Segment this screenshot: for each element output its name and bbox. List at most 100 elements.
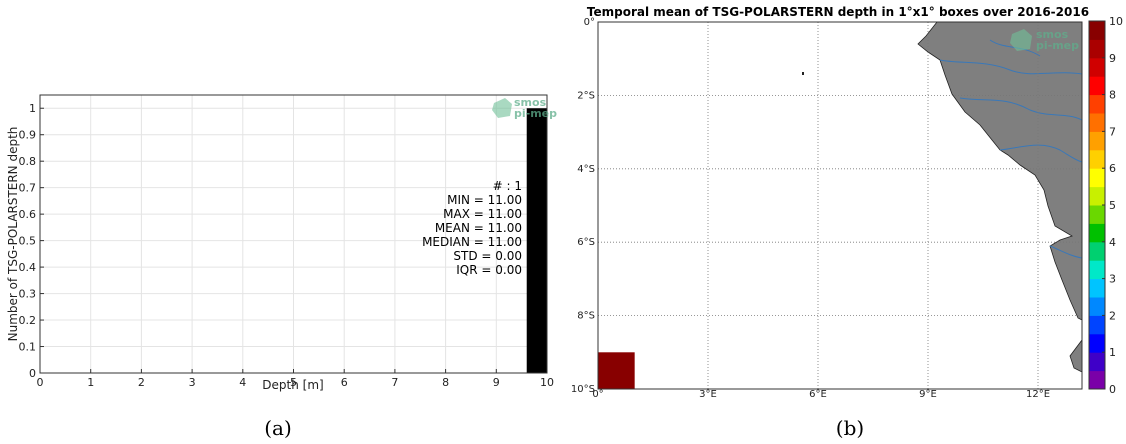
map-watermark: smos pi-mep: [1010, 28, 1079, 52]
latitude-label: 8°S: [577, 311, 595, 322]
colorbar-segment: [1089, 205, 1105, 224]
x-tick-label: 6: [341, 376, 348, 389]
colorbar-tick-label: 6: [1109, 162, 1116, 175]
stat-line: STD = 0.00: [453, 249, 522, 263]
stat-line: # : 1: [493, 179, 522, 193]
watermark-line1: smos: [514, 96, 547, 109]
colorbar-segment: [1089, 370, 1105, 390]
latitude-label: 0°: [584, 17, 595, 28]
latitude-label: 10°S: [571, 384, 595, 395]
colorbar-tick-label: 0: [1109, 383, 1116, 396]
colorbar-tick-label: 10: [1109, 15, 1123, 28]
histogram-bar: [526, 108, 547, 373]
longitude-label: 6°E: [809, 389, 827, 400]
longitude-label: 3°E: [699, 389, 717, 400]
colorbar-tick-label: 9: [1109, 52, 1116, 65]
longitude-label: 9°E: [919, 389, 937, 400]
x-tick-label: 3: [189, 376, 196, 389]
y-tick-label: 0.3: [19, 288, 37, 301]
colorbar-segment: [1089, 94, 1105, 114]
y-tick-label: 0.2: [19, 314, 37, 327]
x-tick-label: 5: [290, 376, 297, 389]
colorbar-segment: [1089, 297, 1105, 316]
colorbar-segment: [1089, 131, 1105, 151]
histogram-y-axis-label: Number of TSG-POLARSTERN depth: [6, 127, 20, 342]
y-tick-label: 0.7: [19, 182, 37, 195]
colorbar-segment: [1089, 168, 1105, 188]
histogram-watermark: smos pi-mep: [492, 96, 557, 120]
colorbar-segment: [1089, 76, 1105, 96]
colorbar-ticks: 0 1 2 3 4 5 6 7 8 9 10: [1102, 15, 1123, 396]
latitude-label: 4°S: [577, 164, 595, 175]
colorbar-segment: [1089, 21, 1105, 40]
x-tick-label: 7: [391, 376, 398, 389]
stat-line: MIN = 11.00: [447, 193, 522, 207]
y-tick-label: 0: [29, 367, 36, 380]
colorbar-segment: [1089, 57, 1105, 77]
longitude-label: 0°: [592, 389, 603, 400]
histogram-x-axis-label: Depth [m]: [262, 378, 323, 392]
map-frame: [597, 21, 1083, 390]
map-cells: [598, 352, 635, 389]
map-panel: Temporal mean of TSG-POLARSTERN depth in…: [571, 5, 1123, 440]
map-title: Temporal mean of TSG-POLARSTERN depth in…: [587, 5, 1089, 19]
colorbar-segment: [1089, 352, 1105, 372]
colorbar-segment: [1089, 260, 1105, 280]
y-tick-label: 0.1: [19, 341, 37, 354]
longitude-label: 12°E: [1026, 389, 1050, 400]
y-tick-label: 0.4: [19, 261, 37, 274]
stat-line: MEAN = 11.00: [435, 221, 522, 235]
colorbar-tick-label: 2: [1109, 309, 1116, 322]
watermark-logo-icon: [492, 98, 512, 118]
colorbar-segment: [1089, 149, 1105, 169]
latitude-label: 6°S: [577, 237, 595, 248]
colorbar-segment: [1089, 241, 1105, 261]
colorbar-tick-label: 1: [1109, 346, 1116, 359]
x-tick-label: 0: [37, 376, 44, 389]
caption-a: (a): [264, 416, 292, 440]
histogram-y-ticks: 0 0.1 0.2 0.3 0.4 0.5 0.6 0.7 0.8 0.9 1: [19, 102, 44, 380]
colorbar-segment: [1089, 333, 1105, 353]
watermark-line1: smos: [1036, 28, 1069, 41]
x-tick-label: 10: [540, 376, 554, 389]
stat-line: MEDIAN = 11.00: [422, 235, 522, 249]
colorbar-tick-label: 3: [1109, 273, 1116, 286]
y-tick-label: 1: [29, 102, 36, 115]
x-tick-label: 4: [239, 376, 246, 389]
colorbar-segment: [1089, 39, 1105, 59]
river-lines: [939, 39, 1083, 259]
caption-b: (b): [836, 416, 864, 440]
y-tick-label: 0.6: [19, 208, 37, 221]
island-mark: [802, 72, 804, 75]
colorbar-segment: [1089, 278, 1105, 298]
histogram-panel: 0 1 2 3 4 5 6 7 8 9 10 0 0.1 0.2 0.3 0.4 0.5 0.6 0.7 0.8 0.…: [6, 94, 557, 440]
colorbar: [1088, 20, 1106, 390]
watermark-line2: pi-mep: [514, 107, 557, 120]
map-y-ticks: 0° 2°S 4°S 6°S 8°S 10°S: [571, 17, 595, 395]
watermark-logo-icon: [1010, 29, 1032, 51]
colorbar-tick-label: 5: [1109, 199, 1116, 212]
land-mass: [917, 21, 1083, 321]
histogram-bars: [526, 108, 547, 373]
colorbar-tick-label: 8: [1109, 89, 1116, 102]
stat-line: MAX = 11.00: [443, 207, 522, 221]
histogram-x-ticks: 0 1 2 3 4 5 6 7 8 9 10: [37, 369, 554, 389]
x-tick-label: 2: [138, 376, 145, 389]
colorbar-tick-label: 4: [1109, 236, 1116, 249]
y-tick-label: 0.5: [19, 235, 37, 248]
colorbar-segment: [1089, 315, 1105, 335]
watermark-line2: pi-mep: [1036, 39, 1079, 52]
stat-line: IQR = 0.00: [456, 263, 522, 277]
colorbar-segment: [1089, 186, 1105, 206]
x-tick-label: 8: [442, 376, 449, 389]
data-box: [598, 352, 635, 389]
map-x-ticks: 0° 3°E 6°E 9°E 12°E: [592, 389, 1050, 400]
colorbar-segment: [1089, 223, 1105, 243]
colorbar-segment: [1089, 113, 1105, 132]
x-tick-label: 9: [493, 376, 500, 389]
latitude-label: 2°S: [577, 90, 595, 101]
x-tick-label: 1: [87, 376, 94, 389]
y-tick-label: 0.8: [19, 155, 37, 168]
